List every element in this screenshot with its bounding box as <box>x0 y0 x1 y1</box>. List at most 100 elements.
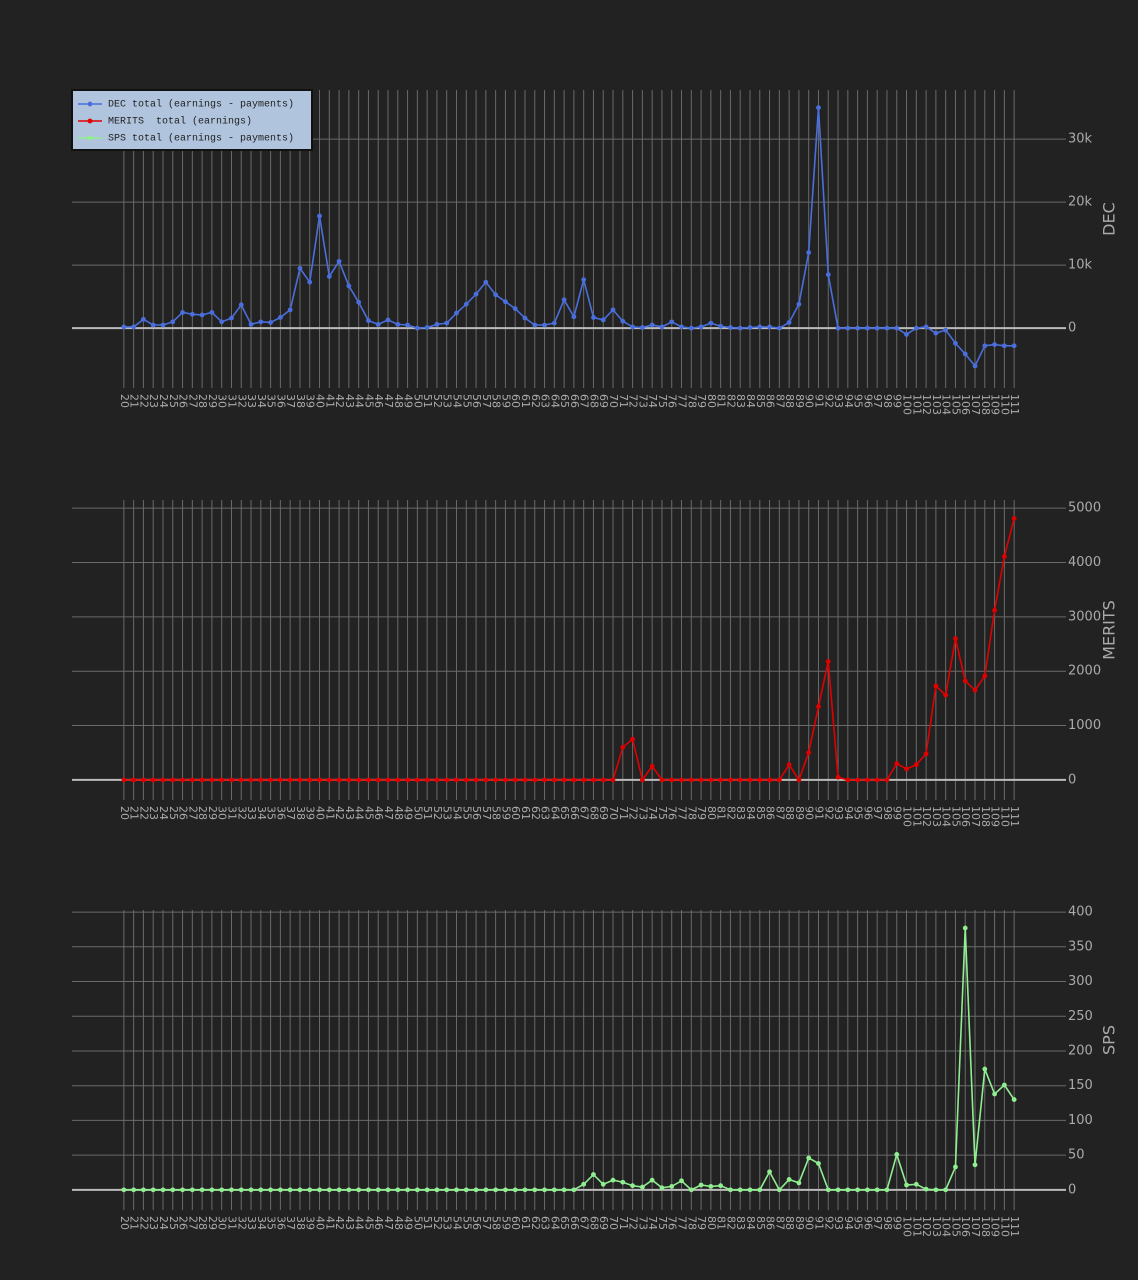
x-tick-label: 44 <box>353 806 366 820</box>
x-tick-label: 87 <box>773 394 786 408</box>
x-tick-label: 30 <box>216 394 229 408</box>
data-point <box>630 736 635 742</box>
x-tick-label: 93 <box>832 394 845 408</box>
data-point <box>796 777 802 783</box>
x-tick-label: 33 <box>245 394 258 408</box>
data-point <box>825 659 831 664</box>
data-point <box>180 777 185 783</box>
data-point <box>757 777 763 783</box>
x-tick-label: 39 <box>304 806 317 820</box>
x-tick-label: 72 <box>627 806 640 820</box>
data-point <box>992 342 997 347</box>
x-tick-label: 63 <box>539 806 552 820</box>
data-point <box>649 322 655 328</box>
data-point <box>346 777 352 783</box>
data-point <box>943 692 949 698</box>
x-tick-label: 98 <box>881 1216 894 1230</box>
x-tick-label: 67 <box>578 394 591 408</box>
data-point <box>600 777 606 783</box>
x-tick-label: 42 <box>333 806 346 820</box>
x-tick-label: 90 <box>803 1216 816 1230</box>
data-point <box>356 1187 362 1193</box>
x-tick-label: 23 <box>147 806 160 820</box>
x-tick-label: 34 <box>255 806 268 820</box>
data-point <box>268 1187 274 1193</box>
legend-marker <box>87 101 93 107</box>
data-point <box>375 1187 381 1193</box>
x-tick-label: 47 <box>382 394 395 408</box>
x-tick-label: 30 <box>216 1216 229 1230</box>
data-point <box>874 777 880 783</box>
data-point <box>962 678 968 684</box>
data-point <box>160 777 166 783</box>
data-point <box>395 1187 401 1193</box>
data-point <box>551 1187 557 1193</box>
data-point <box>150 777 156 783</box>
x-tick-label: 34 <box>255 1216 268 1230</box>
x-tick-label: 104 <box>940 806 953 827</box>
data-point <box>933 683 939 689</box>
x-tick-label: 58 <box>490 806 503 820</box>
data-point <box>170 777 176 783</box>
data-point <box>679 1178 684 1184</box>
x-tick-label: 75 <box>656 394 669 408</box>
data-point <box>503 299 508 305</box>
data-point <box>493 292 499 298</box>
x-tick-label: 56 <box>470 806 483 820</box>
x-tick-label: 71 <box>617 1216 630 1230</box>
y-tick-label: 250 <box>1068 1009 1093 1024</box>
x-tick-label: 49 <box>402 394 415 408</box>
y-tick-label: 1000 <box>1068 718 1101 733</box>
y-tick-label: 10k <box>1068 258 1093 273</box>
x-tick-label: 81 <box>715 394 728 408</box>
x-tick-label: 79 <box>695 1216 708 1230</box>
data-point <box>845 1187 851 1193</box>
x-tick-label: 108 <box>979 806 992 827</box>
x-tick-label: 75 <box>656 1216 669 1230</box>
x-tick-label: 66 <box>568 806 581 820</box>
data-point <box>522 1187 528 1193</box>
x-tick-label: 49 <box>402 1216 415 1230</box>
data-point <box>160 1187 166 1193</box>
data-point <box>943 327 949 333</box>
x-tick-label: 88 <box>783 1216 796 1230</box>
x-tick-label: 83 <box>734 1216 747 1230</box>
x-tick-label: 105 <box>949 394 962 415</box>
data-point <box>209 1187 215 1193</box>
x-tick-label: 35 <box>265 806 278 820</box>
x-tick-label: 61 <box>519 1216 532 1230</box>
x-tick-label: 80 <box>705 1216 718 1230</box>
data-point <box>718 1183 724 1189</box>
data-point <box>434 1187 440 1193</box>
x-tick-label: 43 <box>343 394 356 408</box>
x-tick-label: 89 <box>793 1216 806 1230</box>
data-point <box>229 777 234 783</box>
x-tick-label: 51 <box>421 806 434 820</box>
data-point <box>982 343 988 349</box>
data-point <box>591 777 596 783</box>
y-tick-label: 30k <box>1068 132 1093 147</box>
data-point <box>679 777 684 783</box>
data-point <box>141 316 146 322</box>
x-tick-label: 105 <box>949 806 962 827</box>
data-point <box>503 1187 508 1193</box>
data-point <box>874 1187 880 1193</box>
data-point <box>493 1187 499 1193</box>
data-point <box>923 1186 929 1192</box>
x-tick-label: 63 <box>539 394 552 408</box>
data-point <box>737 325 743 331</box>
x-tick-label: 70 <box>607 806 620 820</box>
x-tick-label: 86 <box>764 394 777 408</box>
y-axis-title: SPS <box>1100 1025 1119 1055</box>
data-point <box>610 1177 616 1183</box>
x-tick-label: 42 <box>333 1216 346 1230</box>
x-tick-label: 90 <box>803 806 816 820</box>
x-tick-label: 102 <box>920 806 933 827</box>
data-point <box>757 1187 763 1193</box>
x-tick-label: 47 <box>382 1216 395 1230</box>
data-point <box>366 1187 371 1193</box>
data-point <box>1001 1082 1007 1088</box>
x-tick-label: 87 <box>773 806 786 820</box>
data-point <box>620 318 626 324</box>
x-tick-label: 105 <box>949 1216 962 1237</box>
